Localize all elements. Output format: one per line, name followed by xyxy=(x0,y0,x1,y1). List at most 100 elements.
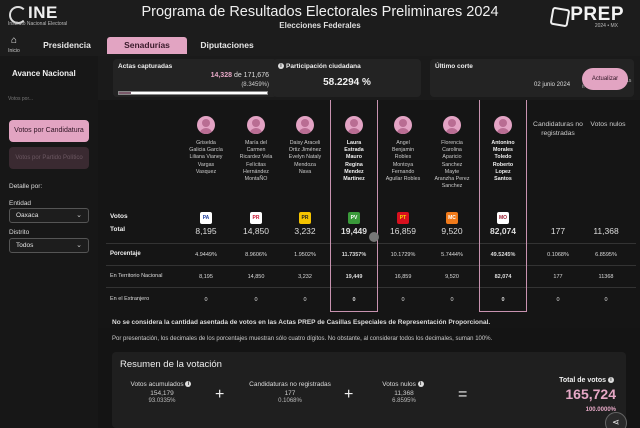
candidate-name-line: Mayte xyxy=(444,168,460,175)
candidate-name-line: Felícitas xyxy=(246,161,266,168)
participacion-value: 58.2294 % xyxy=(323,77,371,88)
votos-partido-button[interactable]: Votos por Partido Político xyxy=(9,147,89,169)
cell-total: 16,859 xyxy=(390,226,416,236)
cell-total: 9,520 xyxy=(441,226,463,236)
row-divider xyxy=(106,287,636,288)
prep-logo-icon xyxy=(549,6,567,24)
candidate-pan[interactable]: Griselda Galicia García Liliana Vianey Varg… xyxy=(182,116,230,176)
candidate-name-line: Daisy Araceli xyxy=(289,140,321,146)
entidad-select[interactable]: Oaxaca ⌄ xyxy=(9,208,89,223)
cell-extranjero: 0 xyxy=(204,297,208,303)
votos-nulos-value: 11,368 xyxy=(394,390,414,397)
cell-votos-nulos-total: 11,368 xyxy=(593,226,619,236)
home-button[interactable]: ⌂ Inicio xyxy=(7,35,21,55)
ine-logo-text: INE xyxy=(28,3,58,22)
distrito-value: Todos xyxy=(16,242,34,249)
candidate-name-line: Morales xyxy=(492,147,514,154)
candidate-name-line: Aranzha Perez xyxy=(434,176,470,183)
info-icon[interactable]: i xyxy=(185,381,192,387)
votos-nulos: Votos nulos i 11,368 6.8595% xyxy=(374,381,434,404)
sidebar: Avance Nacional Votos por... Votos por C… xyxy=(0,56,98,428)
votos-acumulados-label: Votos acumulados i xyxy=(127,381,197,388)
avatar xyxy=(296,116,314,134)
candidate-prd[interactable]: Daisy Araceli Ortiz Jiménez Evelyn Nataly M… xyxy=(281,116,329,176)
info-icon[interactable]: i xyxy=(608,377,614,383)
candidate-pri[interactable]: María del Carmen Ricardez Vela Felícitas Her… xyxy=(232,116,280,183)
actas-card: Actas capturadas 14,328 de 171,676 (8.34… xyxy=(113,59,277,97)
cell-votos-nulos-territorio: 11368 xyxy=(598,274,614,280)
cell-extranjero: 0 xyxy=(303,297,307,303)
votos-nulos-label: Votos nulos i xyxy=(374,381,434,388)
scroll-handle[interactable] xyxy=(369,232,379,242)
candidate-morena[interactable]: Antonino Morales Toledo Roberto Lopez Santos xyxy=(479,116,527,183)
candidate-name-line: Estrada xyxy=(344,147,364,154)
avatar xyxy=(247,116,265,134)
candidate-name-line: Ricardez Vela xyxy=(239,154,273,161)
candidate-name-line: Lopez xyxy=(495,168,511,175)
share-button[interactable]: ⋖ xyxy=(605,412,627,428)
candidate-name-line: Sanchez xyxy=(441,183,463,190)
resumen-title: Resumen de la votación xyxy=(120,359,222,370)
tab-senadurias[interactable]: Senadurías xyxy=(107,37,187,54)
candidate-name-line: Vargas xyxy=(197,161,215,168)
ine-subtitle: Instituto Nacional Electoral xyxy=(8,21,68,27)
candidate-pt[interactable]: Angel Benjamin Robles Montoya Fernando Aguila… xyxy=(379,116,427,183)
col-head-no-registradas: Candidaturas no registradas xyxy=(533,121,583,137)
cell-pct: 1.9502% xyxy=(294,252,316,258)
party-logo-pvem-icon: PV xyxy=(348,212,360,224)
votos-candidatura-button[interactable]: Votos por Candidatura xyxy=(9,120,89,142)
actualizar-button[interactable]: Actualizar xyxy=(582,68,628,90)
cell-total: 14,850 xyxy=(243,226,269,236)
cell-pct: 49.5245% xyxy=(490,252,516,258)
candidaturas-no-registradas: Candidaturas no registradas 177 0.1068% xyxy=(242,381,338,404)
party-logo-pan-icon: PA xyxy=(200,212,212,224)
plus-sign: + xyxy=(215,386,225,403)
page-subtitle: Elecciones Federales xyxy=(279,21,361,30)
prep-logo[interactable]: PREP xyxy=(549,4,624,26)
candidate-name-line: Mendoza xyxy=(294,161,316,168)
candidate-name-line: Liliana Vianey xyxy=(189,154,223,161)
ine-logo[interactable]: INE xyxy=(8,3,58,24)
cell-extranjero: 0 xyxy=(401,297,405,303)
candidate-pvem[interactable]: Laura Estrada Mauro Regina Mendez Martinez xyxy=(330,116,378,183)
actas-title: Actas capturadas xyxy=(118,63,173,70)
info-icon[interactable]: i xyxy=(417,381,424,387)
cell-extranjero: 0 xyxy=(254,297,258,303)
cell-territorio: 14,850 xyxy=(247,274,265,280)
candidate-mc[interactable]: Florencia Carolina Aparicio Sanchez Mayte Ara… xyxy=(428,116,476,190)
party-logo-mc-icon: MC xyxy=(446,212,458,224)
share-icon: ⋖ xyxy=(612,417,620,427)
avatar xyxy=(443,116,461,134)
results-table: Candidaturas no registradas Votos nulos … xyxy=(98,100,640,328)
home-icon: ⌂ xyxy=(10,35,18,46)
corte-card: Último corte 02 junio 2024 Tiempo del Ce… xyxy=(430,59,634,97)
note-especiales: No se considera la cantidad asentada de … xyxy=(112,319,491,326)
candidate-name-line: Montoya xyxy=(392,161,414,168)
candidate-name: María del Carmen Ricardez Vela Felícitas Her… xyxy=(232,140,280,183)
tab-diputaciones[interactable]: Diputaciones xyxy=(200,40,254,50)
candidate-name-line: Evelyn Nataly xyxy=(288,154,322,161)
cell-votos-nulos-pct: 6.8595% xyxy=(595,252,617,258)
total-votos-label: Total de votos i xyxy=(559,377,616,384)
party-logo-pt-icon: PT xyxy=(397,212,409,224)
actas-percentage: (8.3459%) xyxy=(241,82,269,88)
party-logo-morena-icon: MO xyxy=(497,212,509,224)
cell-total: 19,449 xyxy=(341,226,367,236)
candidate-name-line: Nava xyxy=(298,168,312,175)
distrito-select[interactable]: Todos ⌄ xyxy=(9,238,89,253)
entidad-value: Oaxaca xyxy=(16,212,39,219)
candidate-name-line: Santos xyxy=(494,176,512,183)
page-title: Programa de Resultados Electorales Preli… xyxy=(141,4,499,20)
winner-column-highlight xyxy=(330,100,378,312)
avatar xyxy=(197,116,215,134)
tab-presidencia[interactable]: Presidencia xyxy=(43,40,91,50)
no-registradas-pct: 0.1068% xyxy=(278,398,302,404)
info-icon[interactable]: i xyxy=(278,63,284,69)
row-label-porcentaje: Porcentaje xyxy=(110,251,141,257)
total-votos-pct: 100.0000% xyxy=(585,407,616,413)
avatar xyxy=(345,116,363,134)
prep-subtitle: 2024 • MX xyxy=(594,23,618,29)
candidate-name-line: Ortiz Jiménez xyxy=(288,147,322,154)
corte-date: 02 junio 2024 xyxy=(534,82,571,88)
cell-territorio: 9,520 xyxy=(445,274,459,280)
